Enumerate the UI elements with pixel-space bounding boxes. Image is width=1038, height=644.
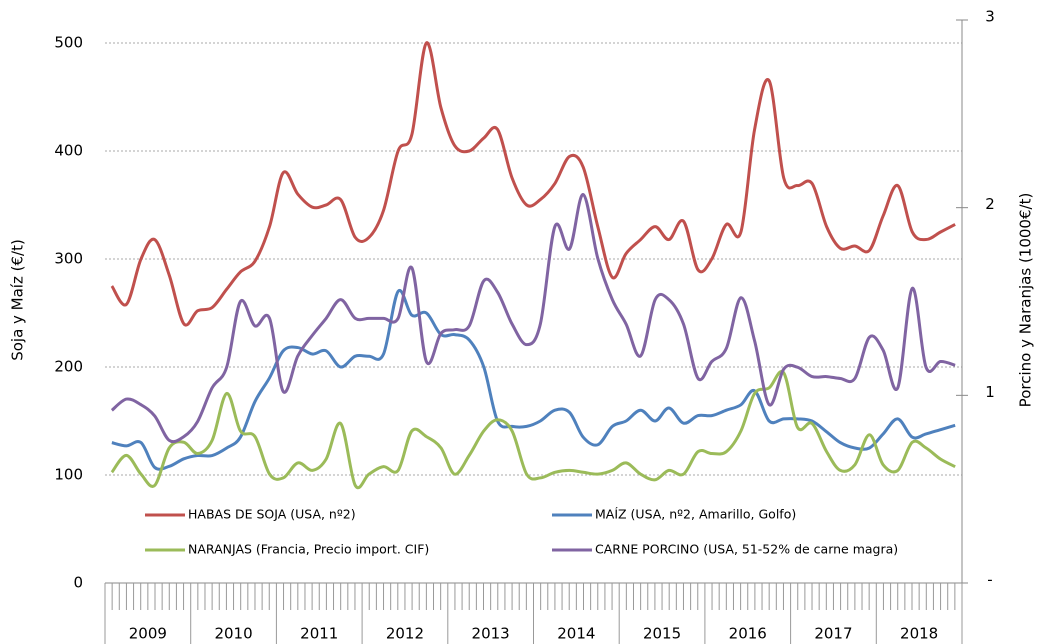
x-tick-label: 2014 xyxy=(557,625,595,643)
legend-label: HABAS DE SOJA (USA, nº2) xyxy=(188,507,356,522)
y-axis-label: Soja y Maíz (€/t) xyxy=(9,239,27,361)
y-tick-label: 100 xyxy=(54,466,83,484)
y2-tick-label: 2 xyxy=(985,195,995,213)
y-tick-label: 500 xyxy=(54,34,83,52)
x-tick-label: 2016 xyxy=(729,625,767,643)
series-line xyxy=(110,369,956,490)
x-tick-label: 2018 xyxy=(900,625,938,643)
y2-axis-label: Porcino y Naranjas (1000€/t) xyxy=(1017,193,1035,408)
x-tick-label: 2013 xyxy=(472,625,510,643)
series-line xyxy=(110,41,956,327)
y-tick-label: 300 xyxy=(54,250,83,268)
legend-label: CARNE PORCINO (USA, 51-52% de carne magr… xyxy=(595,542,898,557)
y2-tick-label: 1 xyxy=(985,383,995,401)
x-tick-label: 2009 xyxy=(129,625,167,643)
y-tick-label: 0 xyxy=(73,574,83,592)
series-line xyxy=(110,193,956,444)
x-tick-label: 2010 xyxy=(214,625,252,643)
legend-label: MAÍZ (USA, nº2, Amarillo, Golfo) xyxy=(595,507,796,522)
y2-tick-label: - xyxy=(987,571,992,589)
x-tick-label: 2015 xyxy=(643,625,681,643)
x-tick-label: 2017 xyxy=(814,625,852,643)
x-tick-label: 2011 xyxy=(300,625,338,643)
x-tick-label: 2012 xyxy=(386,625,424,643)
y-tick-label: 400 xyxy=(54,142,83,160)
y-tick-label: 200 xyxy=(54,358,83,376)
series-line xyxy=(111,288,956,471)
legend-label: NARANJAS (Francia, Precio import. CIF) xyxy=(188,542,429,557)
y2-tick-label: 3 xyxy=(985,8,995,26)
